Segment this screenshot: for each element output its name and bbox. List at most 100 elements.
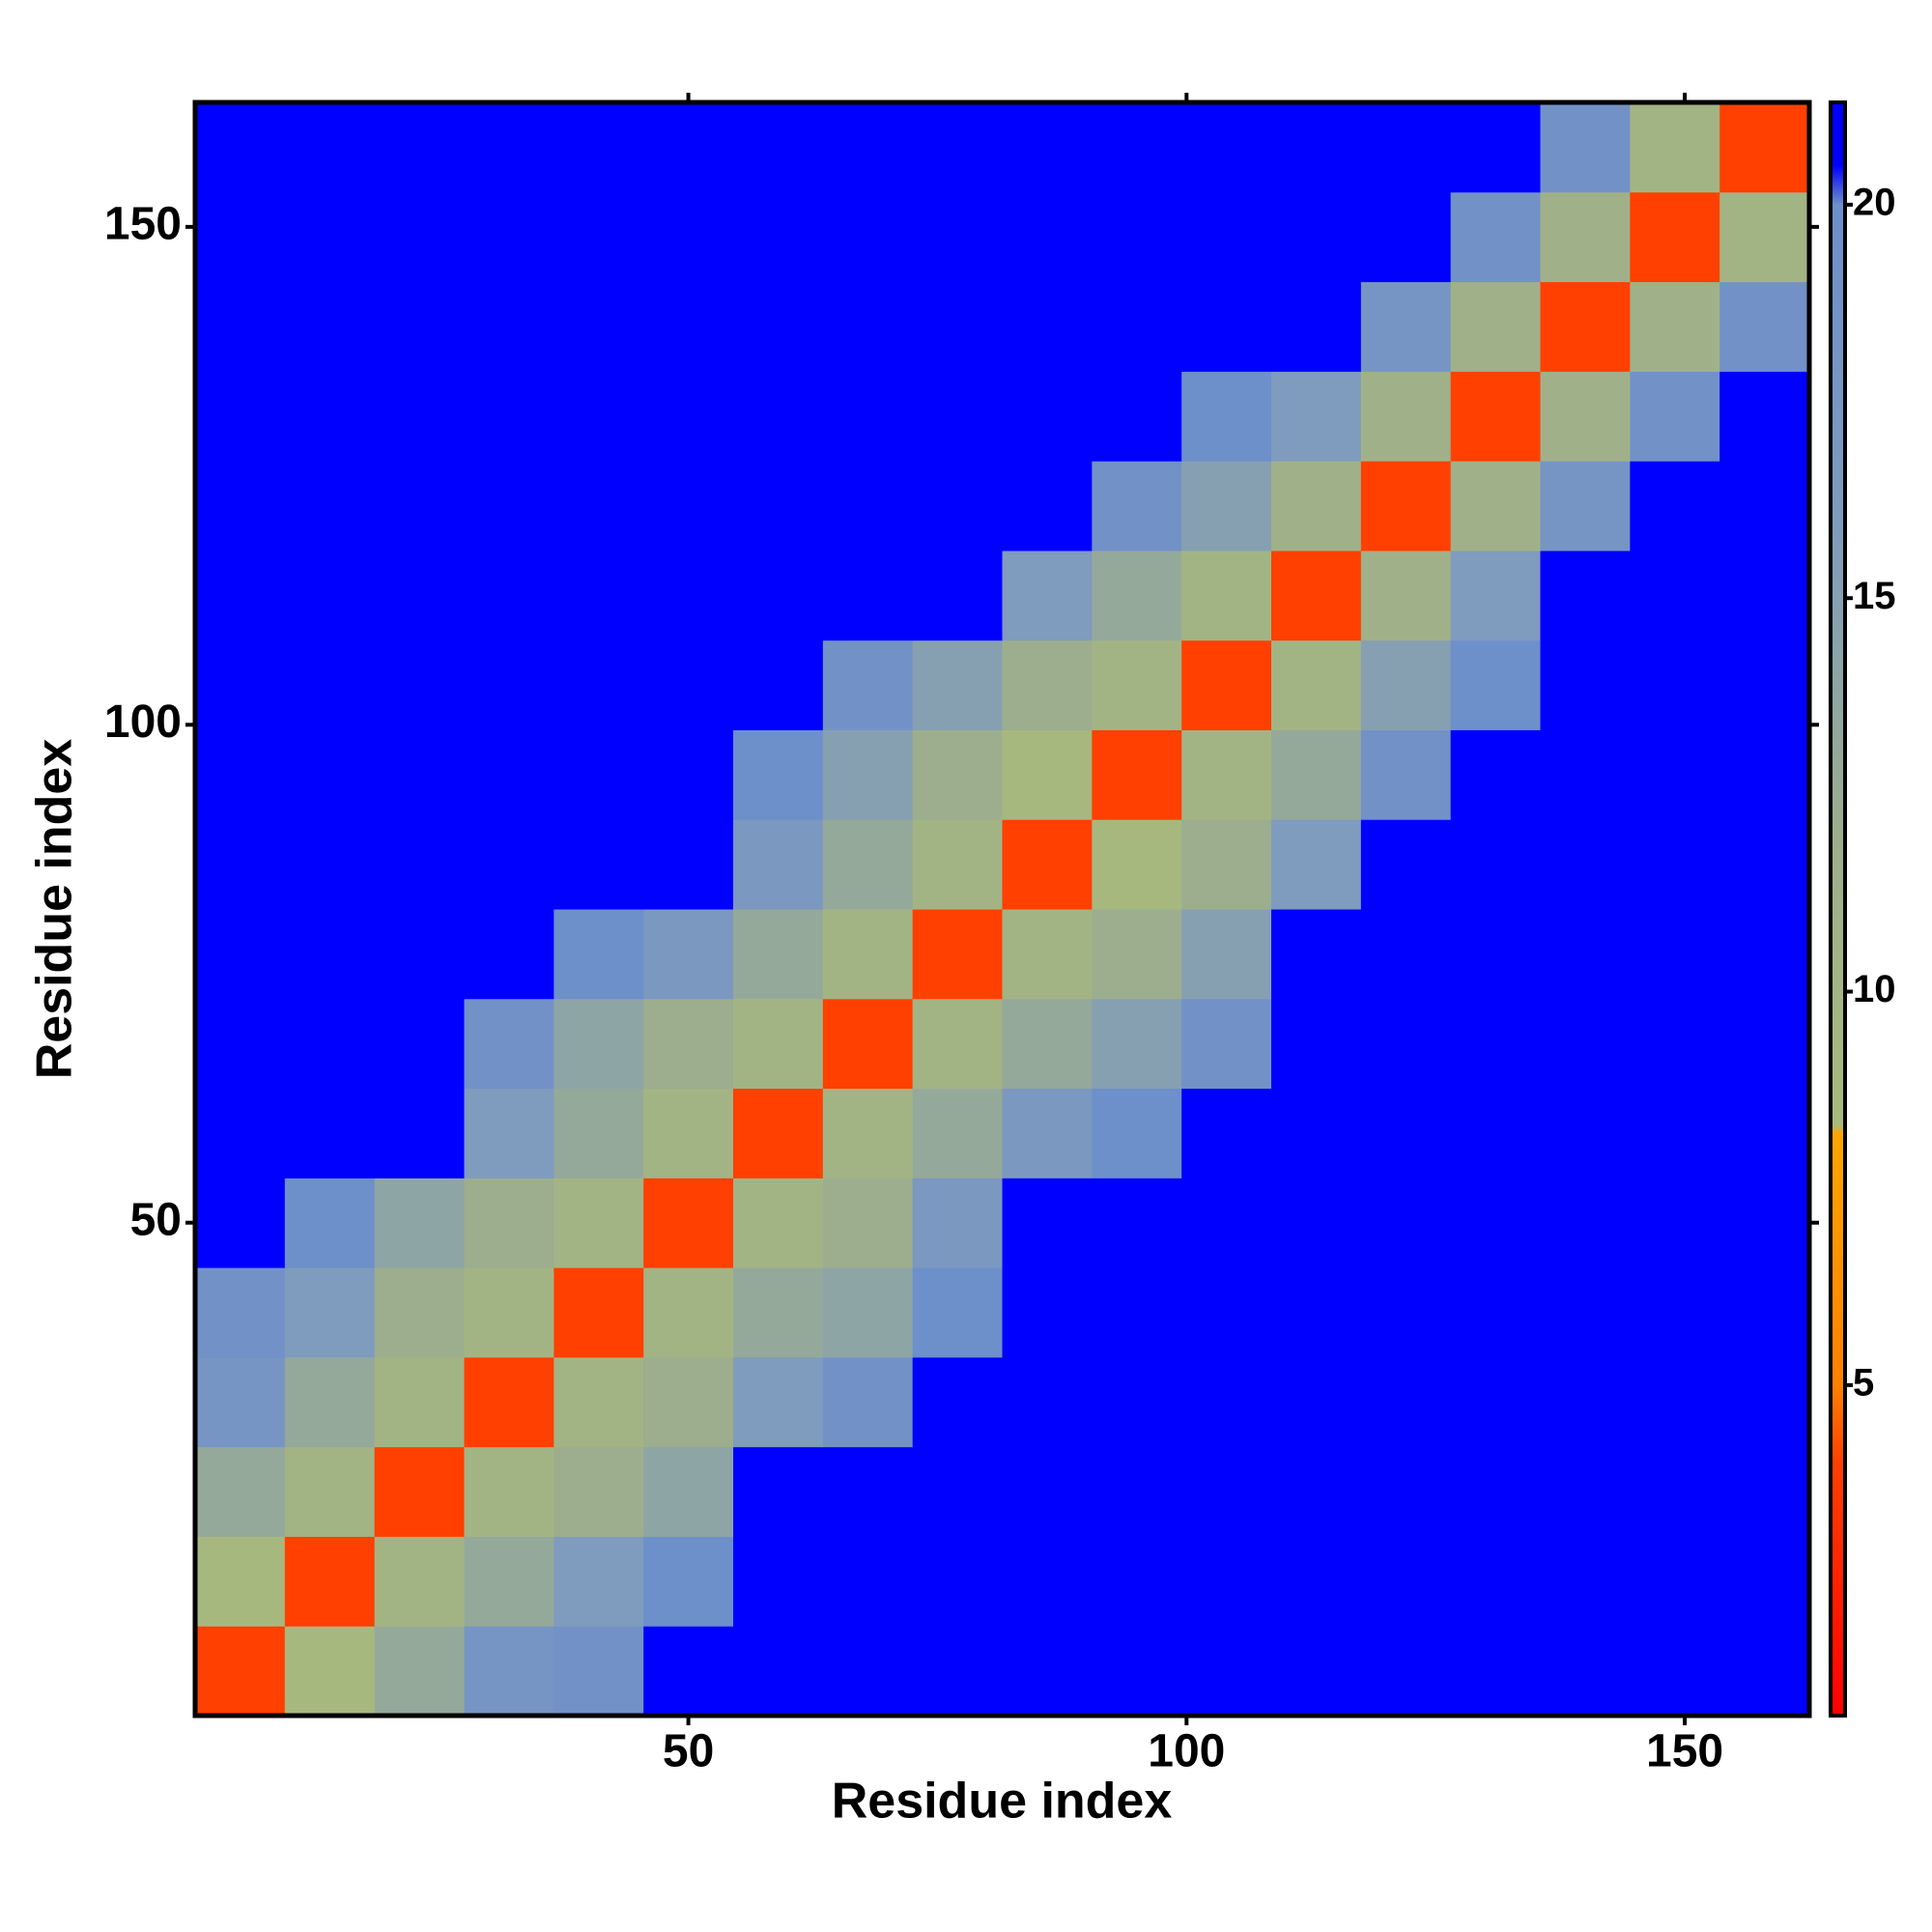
heatmap-cell bbox=[1719, 191, 1810, 283]
heatmap-cell bbox=[554, 550, 644, 641]
heatmap-cell bbox=[733, 909, 824, 1000]
heatmap-cell bbox=[374, 1267, 465, 1358]
heatmap-cell bbox=[1630, 1088, 1720, 1179]
heatmap-cell bbox=[1360, 461, 1452, 552]
heatmap-cell bbox=[1092, 550, 1182, 641]
heatmap-cell bbox=[822, 1178, 914, 1268]
heatmap-cell bbox=[554, 281, 644, 372]
heatmap-cell bbox=[822, 1626, 914, 1717]
heatmap-cell bbox=[284, 191, 376, 283]
heatmap-cell bbox=[1360, 819, 1452, 910]
heatmap-cell bbox=[374, 281, 465, 372]
heatmap-cell bbox=[464, 371, 554, 462]
heatmap-cell bbox=[195, 998, 286, 1090]
heatmap-cell bbox=[1092, 909, 1182, 1000]
heatmap-cell bbox=[1002, 1536, 1093, 1627]
heatmap-cell bbox=[1360, 1536, 1452, 1627]
heatmap-cell bbox=[1630, 102, 1720, 193]
heatmap-cell bbox=[1719, 281, 1810, 372]
heatmap-cell bbox=[1450, 191, 1541, 283]
heatmap-cell bbox=[1719, 371, 1810, 462]
heatmap-cell bbox=[1271, 1178, 1362, 1268]
heatmap-cell bbox=[1092, 371, 1182, 462]
heatmap-cell bbox=[374, 1626, 465, 1717]
heatmap-cell bbox=[1719, 550, 1810, 641]
heatmap-cell bbox=[1450, 281, 1541, 372]
heatmap-cell bbox=[1719, 729, 1810, 820]
heatmap-cell bbox=[1719, 1178, 1810, 1268]
heatmap-cell bbox=[1002, 461, 1093, 552]
heatmap-cell bbox=[1271, 998, 1362, 1090]
heatmap-cell bbox=[1181, 1446, 1272, 1537]
heatmap-cell bbox=[195, 1267, 286, 1358]
heatmap-cell bbox=[1630, 1626, 1720, 1717]
heatmap-cell bbox=[822, 1088, 914, 1179]
heatmap-cell bbox=[1630, 1356, 1720, 1448]
heatmap-cell bbox=[1092, 998, 1182, 1090]
heatmap-cell bbox=[1181, 729, 1272, 820]
heatmap-cell bbox=[1540, 550, 1631, 641]
heatmap-cell bbox=[1360, 1446, 1452, 1537]
heatmap-cell bbox=[1002, 819, 1093, 910]
heatmap-cell bbox=[554, 102, 644, 193]
heatmap-cell bbox=[374, 639, 465, 730]
heatmap-cell bbox=[1540, 998, 1631, 1090]
heatmap-cell bbox=[1630, 729, 1720, 820]
heatmap-cell bbox=[554, 461, 644, 552]
heatmap-cell bbox=[1450, 371, 1541, 462]
heatmap-cell bbox=[1181, 819, 1272, 910]
y-tick-label: 150 bbox=[104, 199, 182, 250]
heatmap-cell bbox=[822, 909, 914, 1000]
heatmap-cell bbox=[554, 729, 644, 820]
y-axis-title: Residue index bbox=[27, 739, 83, 1080]
heatmap-cell bbox=[464, 191, 554, 283]
y-tick-label: 100 bbox=[104, 696, 182, 748]
heatmap-cell bbox=[1450, 1178, 1541, 1268]
heatmap-cell bbox=[1002, 550, 1093, 641]
heatmap-cell bbox=[554, 1626, 644, 1717]
colorbar-tick-label: 10 bbox=[1853, 968, 1896, 1010]
heatmap-cell bbox=[1630, 819, 1720, 910]
heatmap-cell bbox=[1540, 461, 1631, 552]
heatmap-cell bbox=[374, 1178, 465, 1268]
heatmap-cell bbox=[1271, 102, 1362, 193]
heatmap-cell bbox=[284, 998, 376, 1090]
heatmap-cell bbox=[822, 371, 914, 462]
heatmap-cell bbox=[1092, 819, 1182, 910]
heatmap-cell bbox=[195, 1356, 286, 1448]
heatmap-cell bbox=[643, 1356, 734, 1448]
heatmap-cell bbox=[912, 371, 1003, 462]
heatmap-cell bbox=[1002, 729, 1093, 820]
heatmap-cell bbox=[464, 819, 554, 910]
heatmap-cell bbox=[733, 1088, 824, 1179]
heatmap-cell bbox=[554, 1267, 644, 1358]
heatmap-cell bbox=[1002, 1088, 1093, 1179]
heatmap-cell bbox=[1450, 819, 1541, 910]
heatmap-cell bbox=[733, 550, 824, 641]
heatmap-cell bbox=[733, 1626, 824, 1717]
heatmap-cell bbox=[1002, 909, 1093, 1000]
heatmap-cell bbox=[1630, 1267, 1720, 1358]
heatmap-cell bbox=[912, 461, 1003, 552]
heatmap-cell bbox=[1360, 1088, 1452, 1179]
heatmap-cell bbox=[195, 1446, 286, 1537]
heatmap-cell bbox=[284, 371, 376, 462]
heatmap-cell bbox=[1181, 1267, 1272, 1358]
heatmap-cell bbox=[464, 1446, 554, 1537]
heatmap-cell bbox=[464, 729, 554, 820]
heatmap-cell bbox=[1271, 1446, 1362, 1537]
heatmap-cell bbox=[1450, 550, 1541, 641]
heatmap-cell bbox=[1540, 281, 1631, 372]
heatmap-cell bbox=[733, 102, 824, 193]
heatmap-cell bbox=[1630, 371, 1720, 462]
x-tick-label: 100 bbox=[1148, 1726, 1225, 1777]
heatmap-cell bbox=[1540, 909, 1631, 1000]
heatmap-cell bbox=[1360, 1356, 1452, 1448]
heatmap-cell bbox=[554, 909, 644, 1000]
heatmap-cell bbox=[1540, 102, 1631, 193]
heatmap-cell bbox=[1271, 1267, 1362, 1358]
heatmap-cell bbox=[374, 550, 465, 641]
heatmap-cell bbox=[195, 1536, 286, 1627]
heatmap-cell bbox=[1719, 1267, 1810, 1358]
heatmap-cell bbox=[1719, 1088, 1810, 1179]
